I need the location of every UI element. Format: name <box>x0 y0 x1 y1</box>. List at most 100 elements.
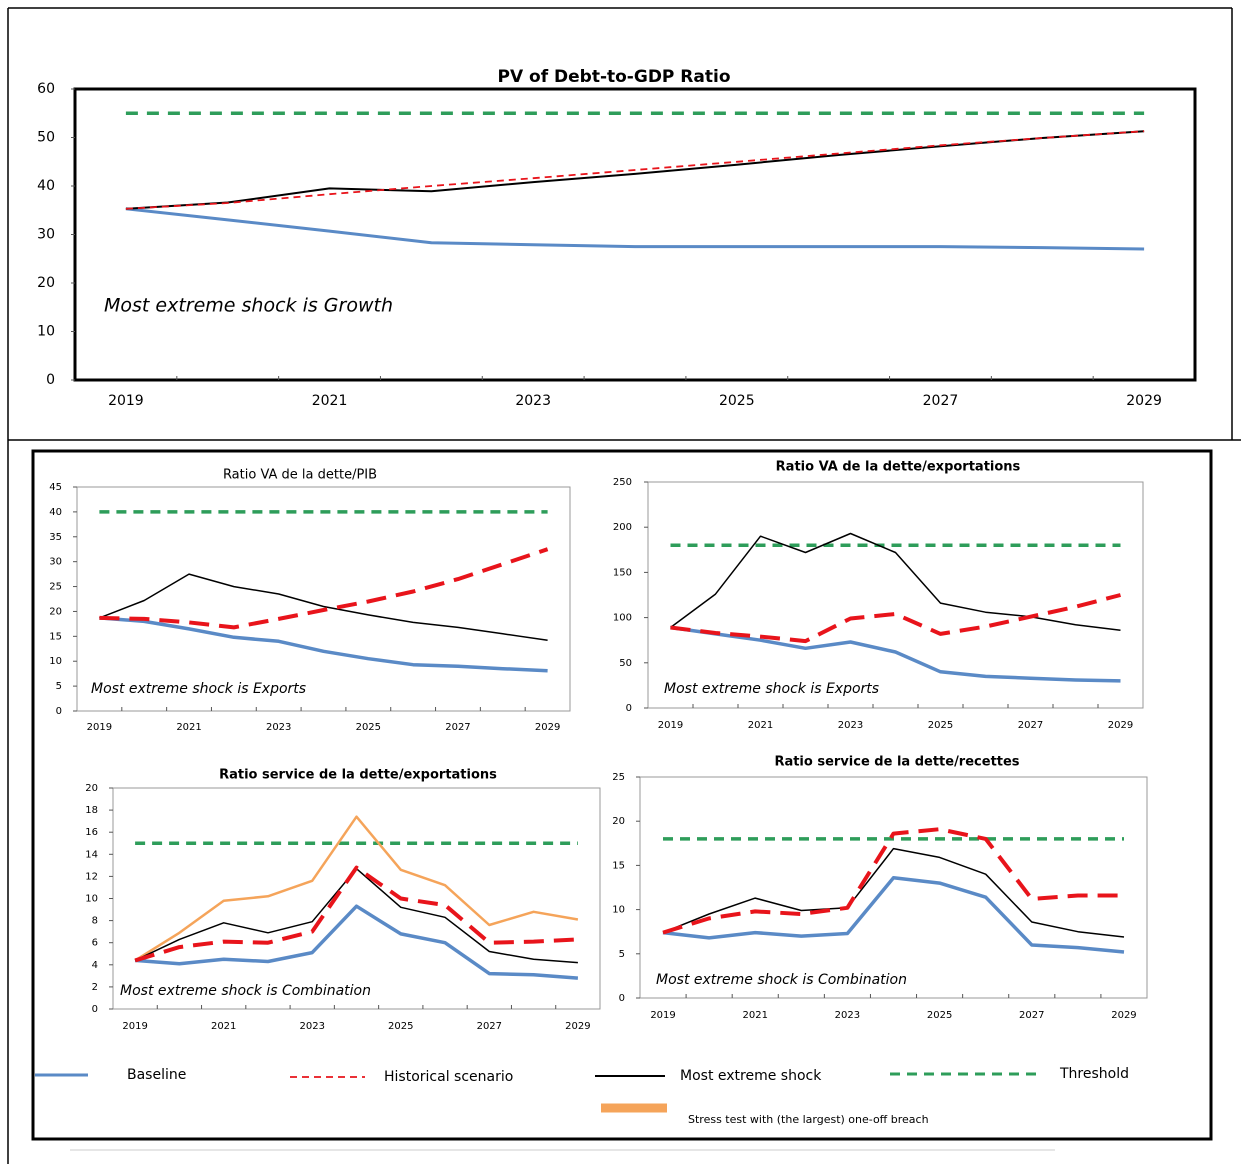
annotation: Most extreme shock is Exports <box>91 681 306 697</box>
panel-frame <box>31 449 1213 1141</box>
y-tick-label: 5 <box>56 681 62 692</box>
x-tick-label: 2025 <box>719 393 755 409</box>
series-line <box>125 130 1145 210</box>
x-tick-label: 2025 <box>388 1021 413 1032</box>
y-tick-label: 20 <box>85 783 98 794</box>
y-tick-label: 0 <box>92 1004 98 1015</box>
series-line <box>99 616 548 673</box>
y-tick-label: 40 <box>49 507 62 518</box>
x-tick-label: 2021 <box>211 1021 236 1032</box>
y-tick-label: 250 <box>613 477 632 488</box>
y-tick-label: 100 <box>613 613 632 624</box>
series-line <box>125 207 1145 251</box>
y-tick-label: 18 <box>85 805 98 816</box>
legend-label: Baseline <box>127 1067 186 1083</box>
legend-label: Historical scenario <box>384 1069 513 1085</box>
x-tick-label: 2029 <box>1111 1010 1136 1021</box>
series-line <box>662 876 1125 954</box>
annotation: Most extreme shock is Combination <box>120 983 371 999</box>
y-tick-label: 20 <box>49 606 62 617</box>
series-line <box>134 865 578 963</box>
x-tick-label: 2025 <box>927 1010 952 1021</box>
y-tick-label: 10 <box>85 894 98 905</box>
y-tick-label: 8 <box>92 916 98 927</box>
y-tick-label: 20 <box>37 275 55 291</box>
y-tick-label: 0 <box>56 706 62 717</box>
y-tick-label: 10 <box>37 324 55 340</box>
legend-label: Threshold <box>1059 1066 1129 1082</box>
x-tick-label: 2029 <box>535 722 560 733</box>
series-line <box>134 815 579 962</box>
y-tick-label: 6 <box>92 938 98 949</box>
x-tick-label: 2023 <box>835 1010 860 1021</box>
x-tick-label: 2021 <box>748 720 773 731</box>
y-tick-label: 14 <box>85 849 98 860</box>
annotation: Most extreme shock is Combination <box>656 972 907 988</box>
y-tick-label: 0 <box>46 372 55 388</box>
y-tick-label: 30 <box>49 557 62 568</box>
y-tick-label: 10 <box>612 905 625 916</box>
series-line <box>125 130 1145 210</box>
x-tick-label: 2019 <box>658 720 683 731</box>
y-tick-label: 5 <box>619 949 625 960</box>
x-tick-label: 2019 <box>87 722 112 733</box>
series-line <box>670 593 1122 644</box>
x-tick-label: 2025 <box>928 720 953 731</box>
series-line <box>662 827 1124 935</box>
x-tick-label: 2023 <box>300 1021 325 1032</box>
plot-frame <box>76 486 571 712</box>
series-line <box>670 625 1121 683</box>
x-tick-label: 2019 <box>650 1010 675 1021</box>
annotation: Most extreme shock is Exports <box>664 681 879 697</box>
x-tick-label: 2029 <box>1108 720 1133 731</box>
x-tick-label: 2027 <box>1018 720 1043 731</box>
y-tick-label: 30 <box>37 227 55 243</box>
y-tick-label: 0 <box>626 703 632 714</box>
x-tick-label: 2027 <box>923 393 959 409</box>
y-tick-label: 150 <box>613 567 632 578</box>
x-tick-label: 2027 <box>1019 1010 1044 1021</box>
chart-title: Ratio VA de la dette/exportations <box>776 460 1021 475</box>
series-line <box>662 847 1125 938</box>
y-tick-label: 2 <box>92 982 98 993</box>
y-tick-label: 35 <box>49 532 62 543</box>
chart-title: Ratio VA de la dette/PIB <box>223 468 377 483</box>
y-tick-label: 10 <box>49 656 62 667</box>
y-tick-label: 15 <box>49 631 62 642</box>
y-tick-label: 50 <box>37 130 55 146</box>
y-tick-label: 25 <box>612 772 625 783</box>
frame <box>7 7 1241 1164</box>
y-tick-label: 20 <box>612 816 625 827</box>
legend-label: Most extreme shock <box>680 1068 822 1084</box>
x-tick-label: 2023 <box>266 722 291 733</box>
y-tick-label: 25 <box>49 582 62 593</box>
plot-frame <box>639 776 1148 999</box>
x-tick-label: 2029 <box>1126 393 1162 409</box>
plot-frame <box>73 87 1197 382</box>
y-tick-label: 4 <box>92 960 98 971</box>
x-tick-label: 2027 <box>445 722 470 733</box>
x-tick-label: 2025 <box>356 722 381 733</box>
y-tick-label: 50 <box>619 658 632 669</box>
y-tick-label: 0 <box>619 993 625 1004</box>
x-tick-label: 2023 <box>838 720 863 731</box>
y-tick-label: 45 <box>49 482 62 493</box>
x-tick-label: 2021 <box>743 1010 768 1021</box>
chart-title: PV of Debt-to-GDP Ratio <box>497 67 730 87</box>
series-line <box>99 573 548 642</box>
chart-title: Ratio service de la dette/exportations <box>219 768 497 783</box>
series-line <box>670 532 1121 632</box>
x-tick-label: 2027 <box>477 1021 502 1032</box>
series-line <box>134 904 579 980</box>
y-tick-label: 40 <box>37 178 55 194</box>
y-tick-label: 16 <box>85 827 98 838</box>
x-tick-label: 2029 <box>565 1021 590 1032</box>
x-tick-label: 2021 <box>176 722 201 733</box>
x-tick-label: 2021 <box>312 393 348 409</box>
chart-title: Ratio service de la dette/recettes <box>774 755 1019 770</box>
x-tick-label: 2019 <box>122 1021 147 1032</box>
plot-frame <box>647 481 1144 709</box>
y-tick-label: 15 <box>612 860 625 871</box>
annotation: Most extreme shock is Growth <box>104 295 393 317</box>
